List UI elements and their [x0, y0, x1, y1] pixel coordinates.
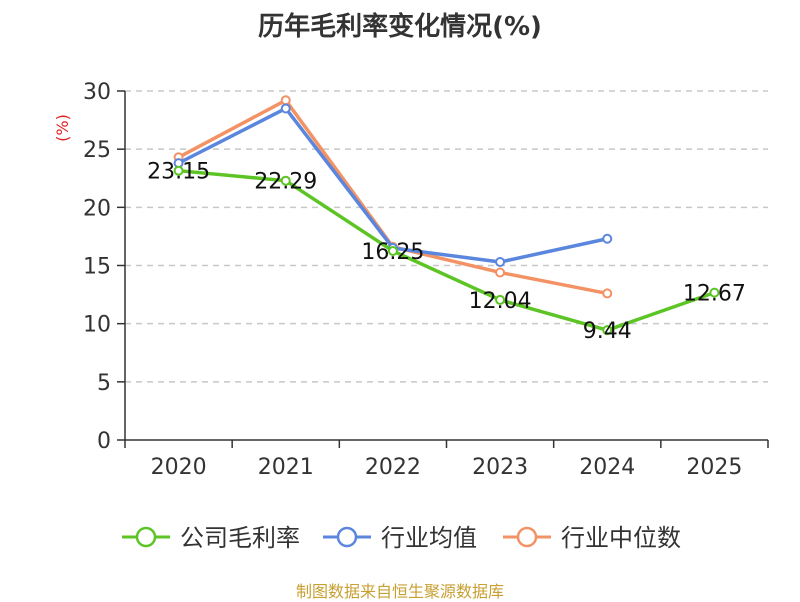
- data-point: [495, 267, 506, 278]
- legend-marker: [336, 526, 358, 548]
- y-axis-ticks: 0 5 10 15 20 25 30: [83, 80, 125, 454]
- legend-item[interactable]: 行业均值: [323, 524, 477, 552]
- chart-title: 历年毛利率变化情况(%): [258, 12, 542, 42]
- x-tick-label: 2024: [579, 455, 635, 480]
- legend-marker: [135, 526, 157, 548]
- legend-item[interactable]: 公司毛利率: [122, 524, 300, 552]
- data-point: [387, 245, 398, 256]
- legend-item[interactable]: 行业中位数: [503, 524, 681, 552]
- data-point: [495, 257, 506, 268]
- data-point: [709, 287, 720, 298]
- source-note: 制图数据来自恒生聚源数据库: [295, 582, 504, 601]
- data-point: [495, 294, 506, 305]
- x-tick-label: 2023: [472, 455, 528, 480]
- data-labels: 23.15 22.29 16.25 12.04 9.44 12.67: [147, 160, 746, 344]
- x-tick-label: 2021: [258, 455, 314, 480]
- data-label: 16.25: [361, 240, 424, 265]
- data-point: [280, 95, 291, 106]
- y-tick-label: 20: [83, 196, 111, 221]
- y-tick-label: 30: [83, 80, 111, 105]
- legend-label: 行业中位数: [561, 524, 681, 552]
- legend-marker: [516, 526, 538, 548]
- legend-label: 公司毛利率: [180, 524, 300, 552]
- y-tick-label: 15: [83, 255, 111, 280]
- data-label: 23.15: [147, 160, 210, 185]
- legend: 公司毛利率 行业均值 行业中位数: [122, 524, 681, 552]
- data-point: [602, 233, 613, 244]
- x-tick-label: 2022: [365, 455, 421, 480]
- y-tick-label: 25: [83, 138, 111, 163]
- x-tick-label: 2020: [151, 455, 207, 480]
- data-label: 9.44: [583, 319, 632, 344]
- data-point: [280, 175, 291, 186]
- y-axis-label: (%): [53, 114, 72, 142]
- legend-label: 行业均值: [381, 524, 477, 552]
- x-axis-ticks: 2020 2021 2022 2023 2024 2025: [124, 440, 769, 480]
- series-lines: [173, 95, 720, 336]
- series-line: [178, 168, 715, 332]
- x-tick-label: 2025: [686, 455, 742, 480]
- data-label: 12.04: [469, 289, 532, 314]
- data-point: [602, 325, 613, 336]
- data-point: [602, 288, 613, 299]
- y-tick-label: 5: [97, 371, 111, 396]
- y-tick-label: 10: [83, 313, 111, 338]
- data-point: [280, 103, 291, 114]
- data-point: [173, 165, 184, 176]
- y-tick-label: 0: [97, 429, 111, 454]
- grid-lines: [125, 90, 768, 383]
- data-label: 12.67: [683, 282, 746, 307]
- data-label: 22.29: [254, 170, 317, 195]
